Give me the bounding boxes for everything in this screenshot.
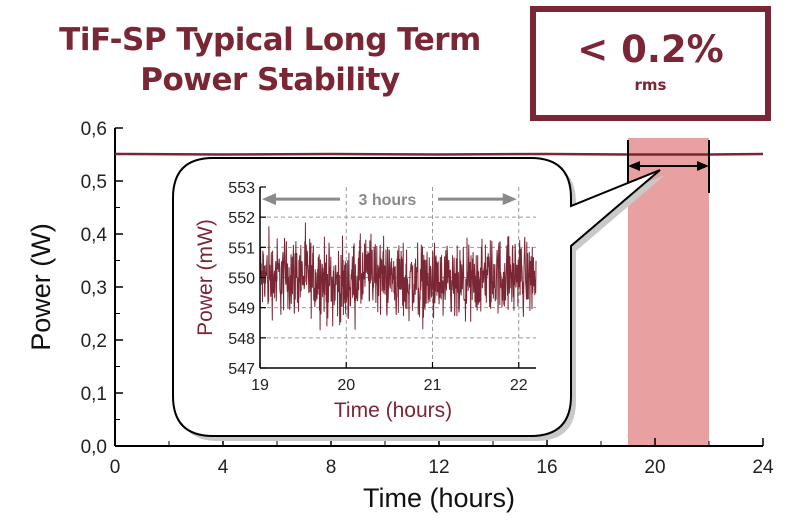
x-tick-label: 0 (110, 457, 121, 478)
x-tick-label: 12 (428, 457, 449, 478)
chart-title: TiF-SP Typical Long Term Power Stability (0, 20, 540, 100)
x-tick-label: 20 (644, 457, 665, 478)
stability-badge-sub: rms (634, 76, 667, 94)
inset-x-tick-label: 21 (424, 377, 442, 394)
chart-title-line1: TiF-SP Typical Long Term (59, 22, 481, 58)
inset-callout (172, 157, 661, 437)
inset-span-label: 3 hours (358, 192, 416, 209)
x-tick-label: 16 (536, 457, 557, 478)
inset-y-tick-label: 550 (228, 271, 255, 288)
inset-y-tick-label: 552 (228, 210, 255, 227)
inset-x-tick-label: 20 (337, 377, 355, 394)
inset-power-trace (259, 222, 537, 331)
inset-y-axis-title: Power (mW) (194, 219, 217, 336)
inset-series (259, 222, 537, 331)
inset-y-tick-label: 548 (228, 331, 255, 348)
inset-y-tick-label: 553 (228, 180, 255, 197)
y-tick-label: 0,4 (81, 225, 108, 246)
inset-y-tick-label: 551 (228, 240, 255, 257)
inset-span-annotation: 3 hours (262, 192, 517, 209)
stability-badge: < 0.2% rms (530, 6, 771, 121)
inset-x-tick-label: 22 (510, 377, 528, 394)
x-tick-label: 24 (752, 457, 774, 478)
inset-arrow-head-left (262, 193, 276, 206)
y-tick-label: 0,1 (81, 384, 107, 405)
span-arrow-head-left (628, 161, 640, 171)
x-axis-title: Time (hours) (363, 483, 515, 513)
inset-arrow-head-right (502, 193, 517, 206)
x-tick-label: 4 (218, 457, 229, 478)
x-tick-label: 8 (326, 457, 337, 478)
inset-x-axis-title: Time (hours) (334, 399, 452, 422)
span-annotation (627, 140, 710, 193)
chart-title-line2: Power Stability (140, 62, 400, 98)
y-tick-label: 0,2 (81, 331, 107, 352)
y-tick-label: 0,6 (81, 119, 107, 140)
inset-x-tick-label: 19 (251, 377, 269, 394)
main-axes: 0 4 8 12 16 20 24 0,0 0,1 0,2 0,3 0,4 0,5 0,6 (81, 119, 774, 478)
y-axis-title: Power (W) (26, 223, 56, 351)
power-line (114, 152, 764, 156)
inset-y-tick-label: 549 (228, 301, 255, 318)
y-tick-label: 0,5 (81, 172, 107, 193)
inset-axes: 19 20 21 22 547 548 549 550 551 552 553 (228, 180, 536, 394)
y-tick-label: 0,0 (81, 437, 107, 458)
stability-badge-value: < 0.2% (577, 28, 724, 71)
inset-y-tick-label: 547 (228, 361, 255, 378)
span-arrow-head-right (697, 161, 709, 171)
y-tick-label: 0,3 (81, 278, 107, 299)
main-series (114, 152, 764, 156)
